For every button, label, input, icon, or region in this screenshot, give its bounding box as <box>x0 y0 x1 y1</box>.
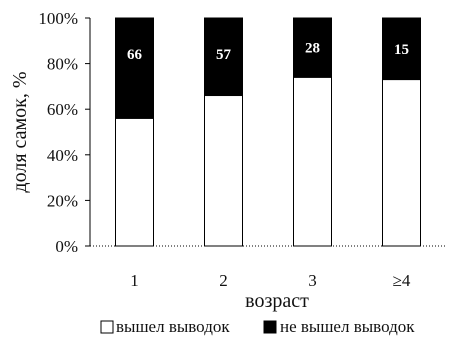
y-tick-label: 0% <box>55 237 78 256</box>
bar-segment-brood-not-emerged <box>293 17 332 78</box>
y-tick-label: 100% <box>38 9 78 28</box>
x-axis-title: возраст <box>245 290 309 312</box>
bar-segment-brood-emerged <box>204 95 243 247</box>
y-axis-title: доля самок, % <box>9 71 31 192</box>
legend: вышел выводок не вышел выводок <box>100 317 415 336</box>
y-tick-label: 80% <box>47 55 78 74</box>
x-tick-label: ≥4 <box>393 271 411 290</box>
legend-swatch-brood-emerged <box>100 320 114 334</box>
x-axis: 1 2 3 ≥4 <box>90 245 446 290</box>
bar-segment-brood-emerged <box>293 76 332 247</box>
x-tick-label: 3 <box>308 271 317 290</box>
y-tick-label: 20% <box>47 191 78 210</box>
bar-count-label: 66 <box>127 47 143 63</box>
x-tick-label: 2 <box>219 271 228 290</box>
bar-segment-brood-emerged <box>382 79 421 247</box>
bar-segment-brood-not-emerged <box>115 17 154 119</box>
legend-label-brood-emerged: вышел выводок <box>116 317 230 336</box>
x-tick-label: 1 <box>130 271 139 290</box>
bars: 66 57 28 15 <box>115 17 421 247</box>
legend-label-brood-not-emerged: не вышел выводок <box>280 317 415 336</box>
legend-swatch-brood-not-emerged <box>263 320 277 334</box>
bar-count-label: 28 <box>305 41 320 57</box>
y-tick-label: 60% <box>47 100 78 119</box>
bar-count-label: 15 <box>394 42 409 58</box>
bar-segment-brood-not-emerged <box>382 17 421 81</box>
bar-segment-brood-not-emerged <box>204 17 243 97</box>
y-axis: 0% 20% 40% 60% 80% 100% <box>38 9 91 256</box>
y-tick-label: 40% <box>47 146 78 165</box>
bar-count-label: 57 <box>216 47 232 63</box>
bar-segment-brood-emerged <box>115 117 154 247</box>
